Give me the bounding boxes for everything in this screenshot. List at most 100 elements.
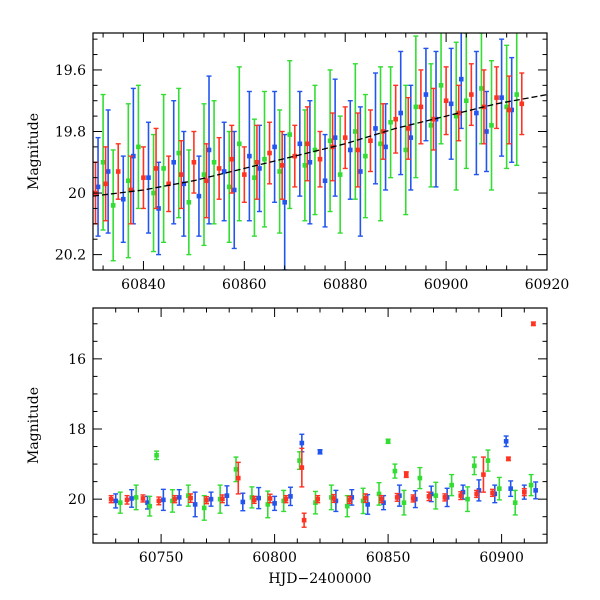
data-point [220, 496, 225, 502]
data-point [355, 147, 361, 153]
data-point [181, 181, 187, 187]
data-point [103, 181, 108, 187]
data-point [448, 101, 454, 107]
data-point [410, 496, 416, 501]
data-point [363, 153, 368, 159]
data-point [449, 482, 454, 488]
data-point [151, 190, 156, 196]
data-point [331, 496, 336, 501]
data-point [413, 104, 419, 110]
x-tick-label: 60750 [139, 550, 184, 566]
data-point [235, 475, 241, 481]
data-point [342, 135, 348, 140]
series-0 [95, 33, 515, 270]
data-point [221, 169, 227, 174]
x-tick-label: 60920 [525, 277, 570, 293]
y-tick-label: 20.2 [55, 248, 86, 264]
data-point [490, 490, 495, 496]
data-point [503, 438, 509, 444]
data-point [156, 498, 162, 504]
data-point [267, 150, 272, 156]
data-point [485, 458, 491, 463]
data-point [249, 495, 255, 500]
series-2 [93, 63, 525, 225]
data-point [373, 126, 378, 131]
data-point [154, 453, 159, 458]
data-point [506, 456, 511, 462]
data-point [105, 169, 111, 174]
data-point [417, 475, 423, 481]
data-point [272, 501, 277, 506]
data-point [153, 166, 159, 171]
data-point [196, 193, 202, 199]
data-point [363, 495, 368, 501]
data-point [277, 169, 282, 174]
data-point [282, 199, 287, 205]
data-point [394, 495, 400, 500]
series-1 [100, 33, 520, 262]
y-tick-label: 20 [68, 186, 86, 202]
data-point [161, 166, 166, 171]
data-point [392, 468, 398, 474]
data-point [472, 463, 477, 469]
data-point [287, 132, 293, 137]
data-point [380, 129, 386, 134]
data-point [385, 438, 391, 444]
data-point [438, 83, 444, 88]
data-point [186, 199, 192, 205]
data-point [514, 92, 520, 97]
data-point [383, 144, 388, 150]
data-point [378, 496, 384, 502]
data-point [188, 495, 193, 501]
data-point [365, 502, 370, 507]
x-tick-label: 60880 [323, 277, 368, 293]
y-tick-label: 16 [68, 352, 86, 368]
data-point [176, 495, 182, 500]
series-0 [113, 433, 539, 518]
y-axis-label: Magnitude [26, 113, 42, 190]
data-point [110, 203, 116, 208]
data-point [146, 175, 151, 180]
data-point [388, 119, 393, 125]
x-axis-label: HJD−2400000 [268, 571, 371, 587]
data-point [307, 159, 313, 165]
data-point [494, 95, 499, 100]
data-point [204, 497, 209, 503]
data-point [349, 495, 355, 500]
data-point [408, 135, 414, 140]
data-point [166, 181, 171, 187]
data-point [257, 166, 262, 171]
data-point [226, 184, 232, 190]
data-point [337, 172, 343, 177]
data-point [242, 172, 247, 177]
data-point [186, 493, 191, 498]
data-point [433, 493, 439, 498]
data-point [484, 129, 489, 134]
series-2 [108, 321, 536, 528]
x-tick-label: 60850 [366, 550, 411, 566]
data-point [247, 153, 252, 159]
data-point [100, 159, 106, 165]
data-point [315, 496, 321, 502]
data-point [393, 116, 398, 122]
data-point [512, 500, 518, 505]
x-tick-label: 60840 [121, 277, 166, 293]
data-point [256, 495, 262, 501]
data-point [299, 465, 305, 470]
data-point [497, 486, 502, 491]
y-tick-label: 18 [68, 422, 86, 438]
data-point [252, 175, 257, 180]
data-point [428, 123, 434, 128]
data-point [240, 499, 246, 505]
data-point [113, 498, 118, 504]
data-point [443, 98, 449, 104]
plot-frame [92, 307, 548, 544]
data-point [204, 178, 209, 184]
data-point [233, 467, 239, 472]
data-point [474, 491, 479, 497]
data-point [508, 486, 513, 491]
data-point [211, 159, 217, 165]
y-tick-label: 19.8 [55, 124, 86, 140]
plot-frame [92, 32, 548, 271]
y-tick-label: 19.6 [55, 63, 86, 79]
